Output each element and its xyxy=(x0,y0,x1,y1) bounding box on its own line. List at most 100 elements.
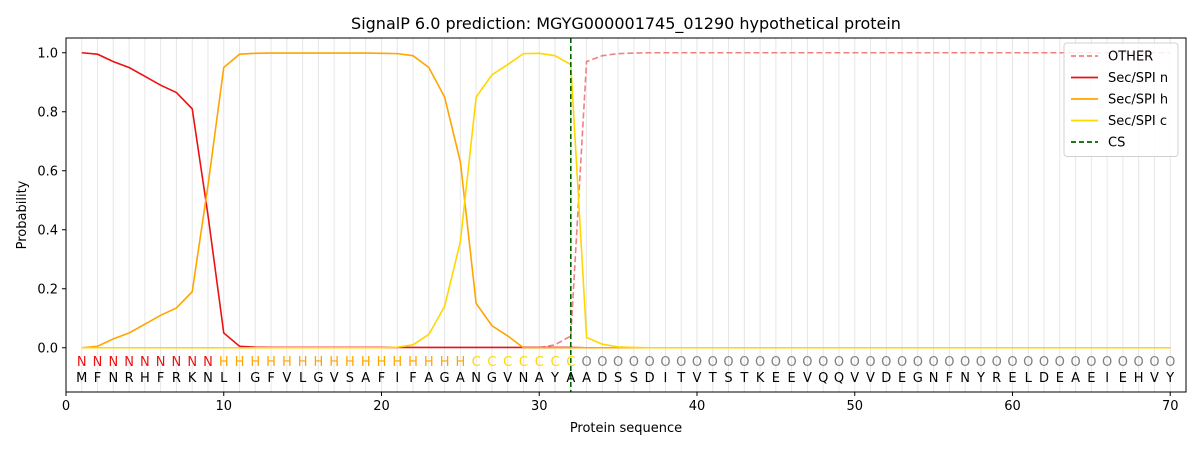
y-tick-label: 0.0 xyxy=(37,341,58,356)
region-label: N xyxy=(172,355,182,370)
residue-label: A xyxy=(582,371,591,386)
region-label: O xyxy=(645,355,655,370)
x-tick-label: 20 xyxy=(373,399,390,414)
region-label: O xyxy=(676,355,686,370)
residue-label: E xyxy=(1008,371,1016,386)
y-tick-label: 1.0 xyxy=(37,46,58,61)
region-label: H xyxy=(440,355,450,370)
legend-entry-label: OTHER xyxy=(1108,50,1153,65)
region-label: O xyxy=(1165,355,1175,370)
residue-label: I xyxy=(1105,371,1109,386)
region-label: O xyxy=(897,355,907,370)
residue-label: N xyxy=(519,371,529,386)
region-label: O xyxy=(865,355,875,370)
region-label: H xyxy=(250,355,260,370)
region-label: H xyxy=(377,355,387,370)
region-label: C xyxy=(566,355,575,370)
region-label: N xyxy=(124,355,134,370)
region-label: O xyxy=(1102,355,1112,370)
residue-label: H xyxy=(1134,371,1144,386)
region-label: N xyxy=(93,355,103,370)
residue-label: A xyxy=(566,371,575,386)
region-label: H xyxy=(392,355,402,370)
residue-label: H xyxy=(140,371,150,386)
residue-label: V xyxy=(803,371,812,386)
plot-frame xyxy=(65,37,1187,393)
region-label: O xyxy=(787,355,797,370)
region-label: H xyxy=(219,355,229,370)
residue-label: N xyxy=(203,371,213,386)
region-label: O xyxy=(708,355,718,370)
region-label: H xyxy=(235,355,245,370)
x-tick-label: 40 xyxy=(689,399,706,414)
region-label: O xyxy=(976,355,986,370)
residue-label: A xyxy=(424,371,433,386)
residue-label: V xyxy=(330,371,339,386)
region-label: O xyxy=(1007,355,1017,370)
residue-label: V xyxy=(866,371,875,386)
residue-label: E xyxy=(1119,371,1127,386)
legend: OTHER Sec/SPI n Sec/SPI h Sec/SPI c CS xyxy=(1063,42,1179,157)
region-label: O xyxy=(771,355,781,370)
region-label: H xyxy=(314,355,324,370)
residue-label: Y xyxy=(1165,371,1174,386)
residue-label: L xyxy=(1025,371,1033,386)
region-label: O xyxy=(992,355,1002,370)
residue-label: E xyxy=(1087,371,1095,386)
residue-label: V xyxy=(850,371,859,386)
residue-label: A xyxy=(361,371,370,386)
residue-label: V xyxy=(503,371,512,386)
residue-label: D xyxy=(597,371,607,386)
plot-series xyxy=(81,38,1171,392)
residue-label: R xyxy=(992,371,1001,386)
region-label: N xyxy=(203,355,213,370)
residue-label: N xyxy=(108,371,118,386)
region-label: C xyxy=(519,355,528,370)
region-label: H xyxy=(329,355,339,370)
residue-label: V xyxy=(282,371,291,386)
region-label: O xyxy=(660,355,670,370)
residue-label: A xyxy=(1071,371,1080,386)
legend-entry-label: Sec/SPI h xyxy=(1108,93,1168,108)
residue-label: G xyxy=(313,371,323,386)
residue-label: M xyxy=(76,371,87,386)
x-tick-label: 60 xyxy=(1004,399,1021,414)
legend-box xyxy=(1063,42,1179,157)
residue-label: D xyxy=(645,371,655,386)
residue-label: Y xyxy=(976,371,985,386)
region-label: C xyxy=(550,355,559,370)
region-label: O xyxy=(739,355,749,370)
axes: 0 10 20 30 40 50 60 70 0.0 0.2 0.4 0.6 0.8 1.0 xyxy=(37,46,1178,414)
region-label: O xyxy=(1070,355,1080,370)
legend-entry-label: Sec/SPI n xyxy=(1108,71,1168,86)
region-label: H xyxy=(361,355,371,370)
region-label: H xyxy=(408,355,418,370)
region-label: H xyxy=(424,355,434,370)
region-label: O xyxy=(613,355,623,370)
region-label: O xyxy=(818,355,828,370)
region-label: O xyxy=(629,355,639,370)
x-tick-label: 30 xyxy=(531,399,548,414)
region-label: O xyxy=(1118,355,1128,370)
residue-label: I xyxy=(395,371,399,386)
residue-label: Q xyxy=(834,371,844,386)
region-label: O xyxy=(1023,355,1033,370)
region-label: C xyxy=(472,355,481,370)
residue-label: F xyxy=(409,371,416,386)
x-tick-label: 50 xyxy=(846,399,863,414)
region-label: O xyxy=(928,355,938,370)
residue-label: I xyxy=(238,371,242,386)
residue-label: F xyxy=(946,371,953,386)
residue-label: E xyxy=(772,371,780,386)
region-label: H xyxy=(298,355,308,370)
y-axis-label: Probability xyxy=(15,180,30,249)
residue-label: A xyxy=(456,371,465,386)
region-label: O xyxy=(597,355,607,370)
legend-entry-label: Sec/SPI c xyxy=(1108,114,1167,129)
residue-label: T xyxy=(676,371,685,386)
residue-label: Y xyxy=(550,371,559,386)
region-label: N xyxy=(108,355,118,370)
residue-label: F xyxy=(267,371,274,386)
